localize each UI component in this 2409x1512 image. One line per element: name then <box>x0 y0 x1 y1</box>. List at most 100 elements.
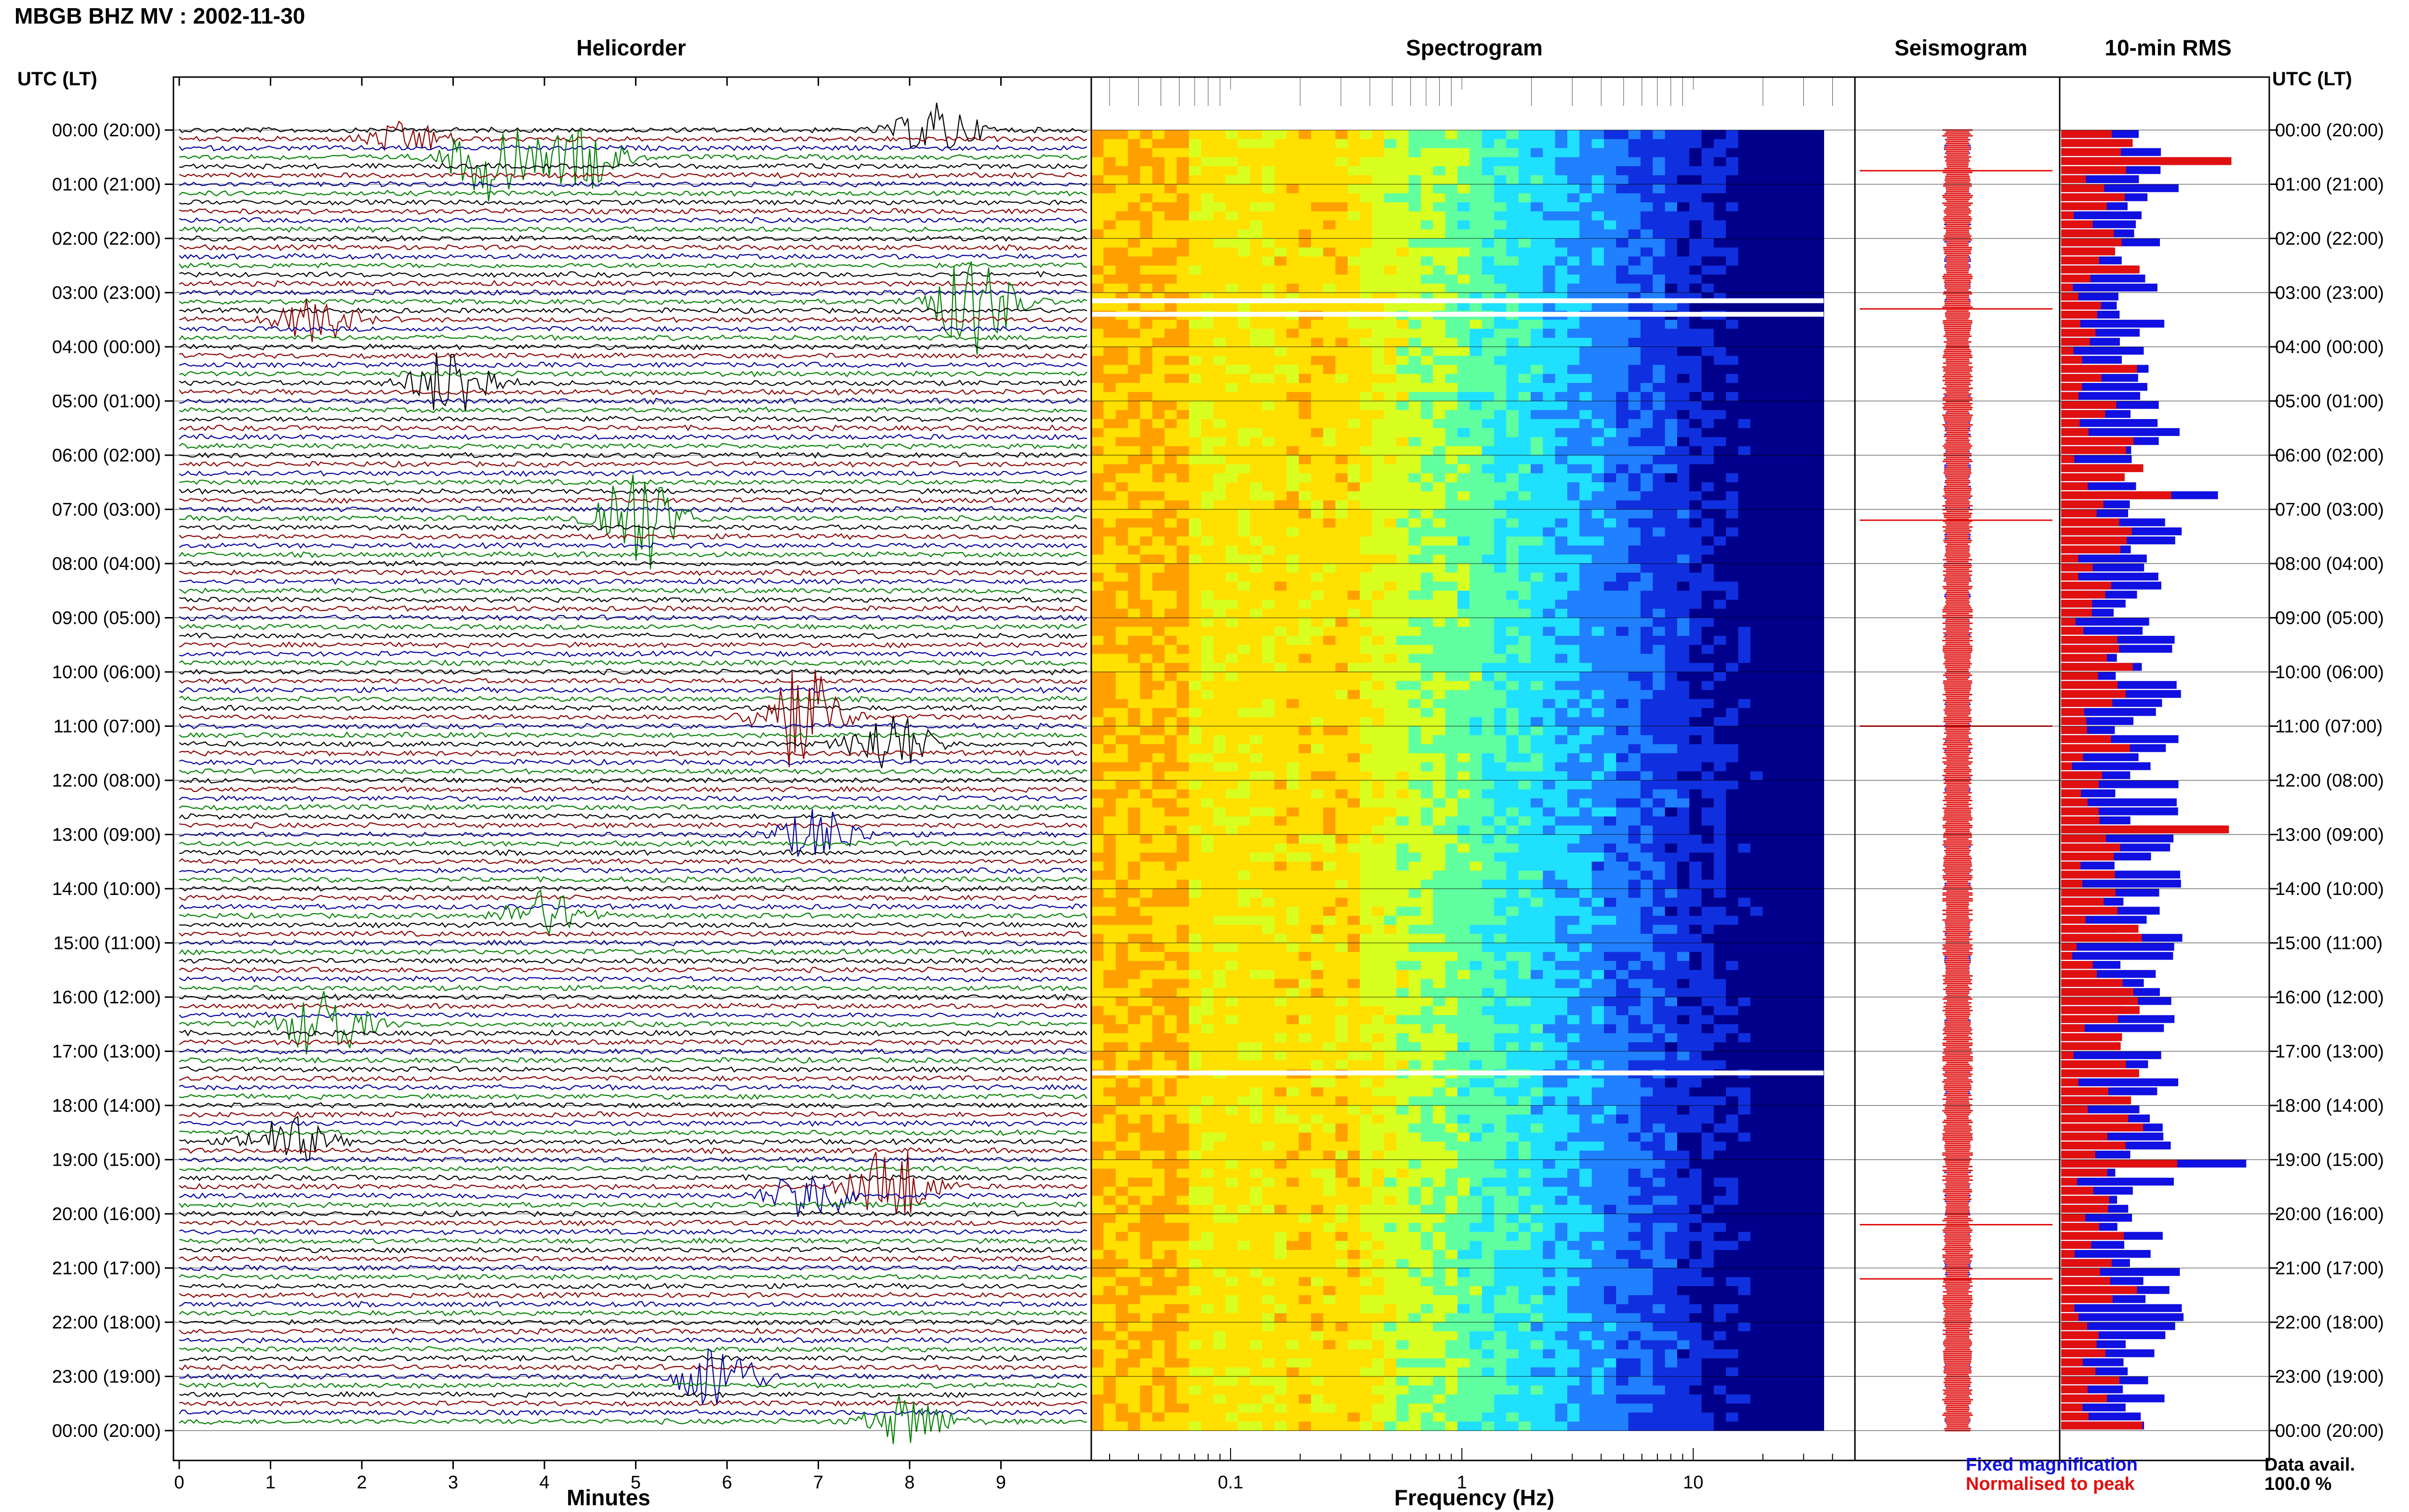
rms-bar-normalised <box>2061 130 2112 138</box>
freq-tick-label-0.1: 0.1 <box>1218 1473 1244 1493</box>
rms-bar-normalised <box>2061 1403 2083 1412</box>
rms-bar-normalised <box>2061 843 2120 852</box>
rms-bar-normalised <box>2061 961 2093 969</box>
helicorder-trace-133 <box>179 1328 1087 1335</box>
rms-bar-normalised <box>2061 473 2125 481</box>
rms-bar-fixed <box>2061 392 2140 400</box>
rms-bar-normalised <box>2061 410 2105 418</box>
time-label-right-22: 22:00 (18:00) <box>2275 1313 2384 1333</box>
page-title: MBGB BHZ MV : 2002-11-30 <box>14 3 305 28</box>
utc-header-left: UTC (LT) <box>17 68 97 90</box>
helicorder-trace-86 <box>179 903 1087 910</box>
helicorder-trace-70 <box>179 758 1087 766</box>
helicorder-trace-23 <box>179 334 1087 342</box>
data-availability-label: Data avail. <box>2264 1455 2355 1475</box>
time-label-right-5: 05:00 (01:00) <box>2275 392 2384 412</box>
rms-bar-normalised <box>2061 834 2106 842</box>
helicorder-trace-3 <box>179 129 1087 202</box>
helicorder-trace-62 <box>179 686 1087 694</box>
data-availability-value: 100.0 % <box>2264 1474 2332 1494</box>
rms-bar-normalised <box>2061 1214 2086 1222</box>
rms-bar-normalised <box>2061 644 2119 653</box>
helicorder-trace-127 <box>179 1274 1087 1281</box>
helicorder-trace-107 <box>179 1093 1087 1100</box>
rms-bar-normalised <box>2061 726 2087 734</box>
rms-bar-normalised <box>2061 897 2104 906</box>
time-label-right-13: 13:00 (09:00) <box>2275 825 2384 845</box>
helicorder-trace-56 <box>179 632 1087 639</box>
time-label-left-20: 20:00 (16:00) <box>52 1204 161 1224</box>
helicorder-trace-4 <box>179 162 1087 170</box>
rms-bar-fixed <box>2061 211 2142 220</box>
helicorder-trace-19 <box>179 261 1087 355</box>
time-label-right-10: 10:00 (06:00) <box>2275 662 2384 683</box>
rms-bar-normalised <box>2061 708 2084 716</box>
rms-bar-normalised <box>2061 663 2133 671</box>
rms-bar-normalised <box>2061 1205 2108 1213</box>
rms-bar-fixed <box>2061 1051 2161 1059</box>
helicorder-trace-20 <box>179 307 1087 314</box>
helicorder-trace-67 <box>179 731 1087 739</box>
rms-bar-normalised <box>2061 997 2138 1005</box>
rms-bar-normalised <box>2061 564 2093 572</box>
rms-bar-normalised <box>2061 157 2232 165</box>
frequency-axis-title: Frequency (Hz) <box>1394 1485 1555 1510</box>
spectrogram-gap-1 <box>1091 312 1824 317</box>
rms-bar-normalised <box>2061 1069 2139 1078</box>
time-label-right-7: 07:00 (03:00) <box>2275 500 2384 520</box>
rms-bar-normalised <box>2061 1087 2108 1095</box>
helicorder-trace-112 <box>179 1116 1087 1161</box>
time-label-right-21: 21:00 (17:00) <box>2275 1259 2384 1279</box>
helicorder-trace-99 <box>179 991 1087 1055</box>
helicorder-trace-34 <box>179 434 1087 441</box>
rms-bar-normalised <box>2061 175 2086 184</box>
rms-bar-normalised <box>2061 1376 2119 1384</box>
minutes-tick-label-2: 2 <box>357 1473 367 1493</box>
helicorder-trace-57 <box>179 641 1087 649</box>
rms-bar-normalised <box>2061 1358 2083 1367</box>
helicorder-trace-82 <box>179 867 1087 874</box>
helicorder-trace-21 <box>179 299 1087 342</box>
time-label-right-24: 00:00 (20:00) <box>2275 1421 2384 1441</box>
rms-bar-normalised <box>2061 1150 2095 1159</box>
spectrogram-image <box>1091 130 1824 1431</box>
rms-bar-fixed <box>2061 943 2174 951</box>
minutes-tick-label-3: 3 <box>448 1473 458 1493</box>
time-label-left-16: 16:00 (12:00) <box>52 987 161 1008</box>
time-label-left-8: 08:00 (04:00) <box>52 554 161 574</box>
time-label-left-21: 21:00 (17:00) <box>52 1259 161 1279</box>
rms-bar-normalised <box>2061 952 2073 960</box>
helicorder-trace-72 <box>179 777 1087 784</box>
time-label-left-4: 04:00 (00:00) <box>52 337 161 357</box>
rms-bar-fixed <box>2061 572 2158 581</box>
time-label-right-17: 17:00 (13:00) <box>2275 1042 2384 1062</box>
rms-bar-normalised <box>2061 591 2105 599</box>
helicorder-trace-118 <box>179 1175 1087 1217</box>
minutes-tick-label-0: 0 <box>174 1473 184 1493</box>
rms-bar-fixed <box>2061 347 2144 355</box>
helicorder-trace-138 <box>179 1348 1087 1405</box>
helicorder-trace-27 <box>179 370 1087 378</box>
helicorder-trace-31 <box>179 406 1087 413</box>
helicorder-trace-128 <box>179 1282 1087 1290</box>
rms-bar-normalised <box>2061 365 2137 373</box>
time-label-left-9: 09:00 (05:00) <box>52 608 161 629</box>
helicorder-trace-117 <box>179 1151 1087 1214</box>
rms-bar-normalised <box>2061 1223 2099 1231</box>
rms-bar-normalised <box>2061 943 2077 951</box>
time-label-right-16: 16:00 (12:00) <box>2275 987 2384 1008</box>
helicorder-trace-65 <box>179 670 1087 767</box>
rms-bar-normalised <box>2061 202 2107 210</box>
rms-bar-normalised <box>2061 1060 2126 1068</box>
time-label-right-23: 23:00 (19:00) <box>2275 1367 2384 1387</box>
rms-bar-normalised <box>2061 518 2119 526</box>
helicorder-trace-129 <box>179 1291 1087 1299</box>
rms-bar-normalised <box>2061 455 2075 463</box>
time-label-right-6: 06:00 (02:00) <box>2275 446 2384 466</box>
helicorder-trace-52 <box>179 596 1087 604</box>
helicorder-trace-130 <box>179 1301 1087 1308</box>
time-label-left-5: 05:00 (01:00) <box>52 392 161 412</box>
rms-bar-fixed <box>2061 283 2158 292</box>
rms-bar-normalised <box>2061 970 2097 978</box>
helicorder-trace-51 <box>179 587 1087 594</box>
